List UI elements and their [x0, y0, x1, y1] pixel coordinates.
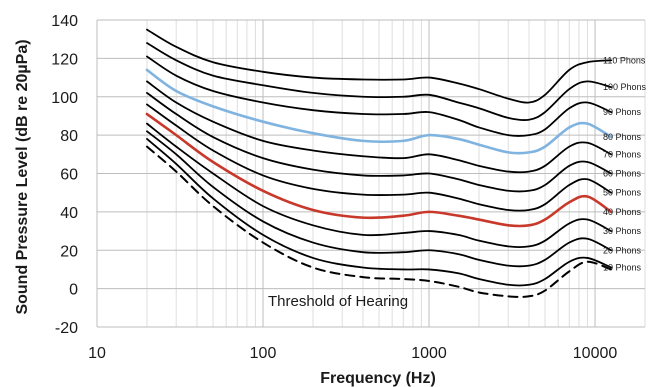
curve-30-phons: [146, 122, 613, 249]
curve-label-100-phons: 100 Phons: [603, 82, 647, 92]
y-tick-label: 40: [60, 205, 78, 222]
curve-label-40-phons: 40 Phons: [603, 207, 642, 217]
curve-60-phons: [146, 92, 613, 193]
curve-100-phons: [146, 42, 613, 122]
y-tick-label: 20: [60, 243, 78, 260]
curve-label-80-phons: 80 Phons: [603, 132, 642, 142]
y-tick-label: 60: [60, 167, 78, 184]
tick-labels: -20 0 20 40 60 80 100 120 140 10 100 1000 10000: [51, 13, 617, 362]
y-tick-label: -20: [55, 320, 78, 337]
threshold-annotation: Threshold of Hearing: [268, 293, 408, 310]
curve-label-110-phons: 110 Phons: [603, 55, 646, 65]
y-axis-title: Sound Pressure Level (dB re 20µPa): [14, 39, 31, 314]
x-tick-label: 100: [250, 345, 277, 362]
x-tick-label: 10000: [573, 345, 618, 362]
grid: [96, 19, 646, 328]
y-tick-label: 80: [60, 128, 78, 145]
curve-label-20-phons: 20 Phons: [603, 245, 642, 255]
curves: [145, 28, 613, 298]
curve-80-phons: [145, 68, 613, 155]
curve-40-phons: [145, 112, 613, 228]
x-tick-label: 10: [88, 345, 106, 362]
curve-70-phons: [146, 80, 613, 174]
x-tick-label: 1000: [411, 345, 447, 362]
curve-50-phons: [146, 103, 613, 212]
y-tick-label: 140: [51, 13, 78, 30]
curve-10-phons: [146, 138, 613, 287]
curve-label-60-phons: 60 Phons: [603, 169, 642, 179]
curve-110-phons: [146, 28, 613, 104]
x-axis-title: Frequency (Hz): [320, 370, 436, 387]
curve-threshold-of-hearing: [145, 145, 613, 298]
curve-labels: 110 Phons 100 Phons 90 Phons 80 Phons 70 Pho…: [603, 55, 647, 272]
curve-90-phons: [146, 55, 613, 137]
curve-label-90-phons: 90 Phons: [603, 107, 642, 117]
y-tick-label: 120: [51, 51, 78, 68]
curve-label-50-phons: 50 Phons: [603, 188, 642, 198]
y-tick-label: 100: [51, 90, 78, 107]
curve-label-70-phons: 70 Phons: [603, 149, 642, 159]
curve-label-30-phons: 30 Phons: [603, 226, 642, 236]
y-tick-label: 0: [69, 282, 78, 299]
curve-20-phons: [146, 130, 613, 268]
curve-label-10-phons: 10 Phons: [603, 263, 642, 273]
